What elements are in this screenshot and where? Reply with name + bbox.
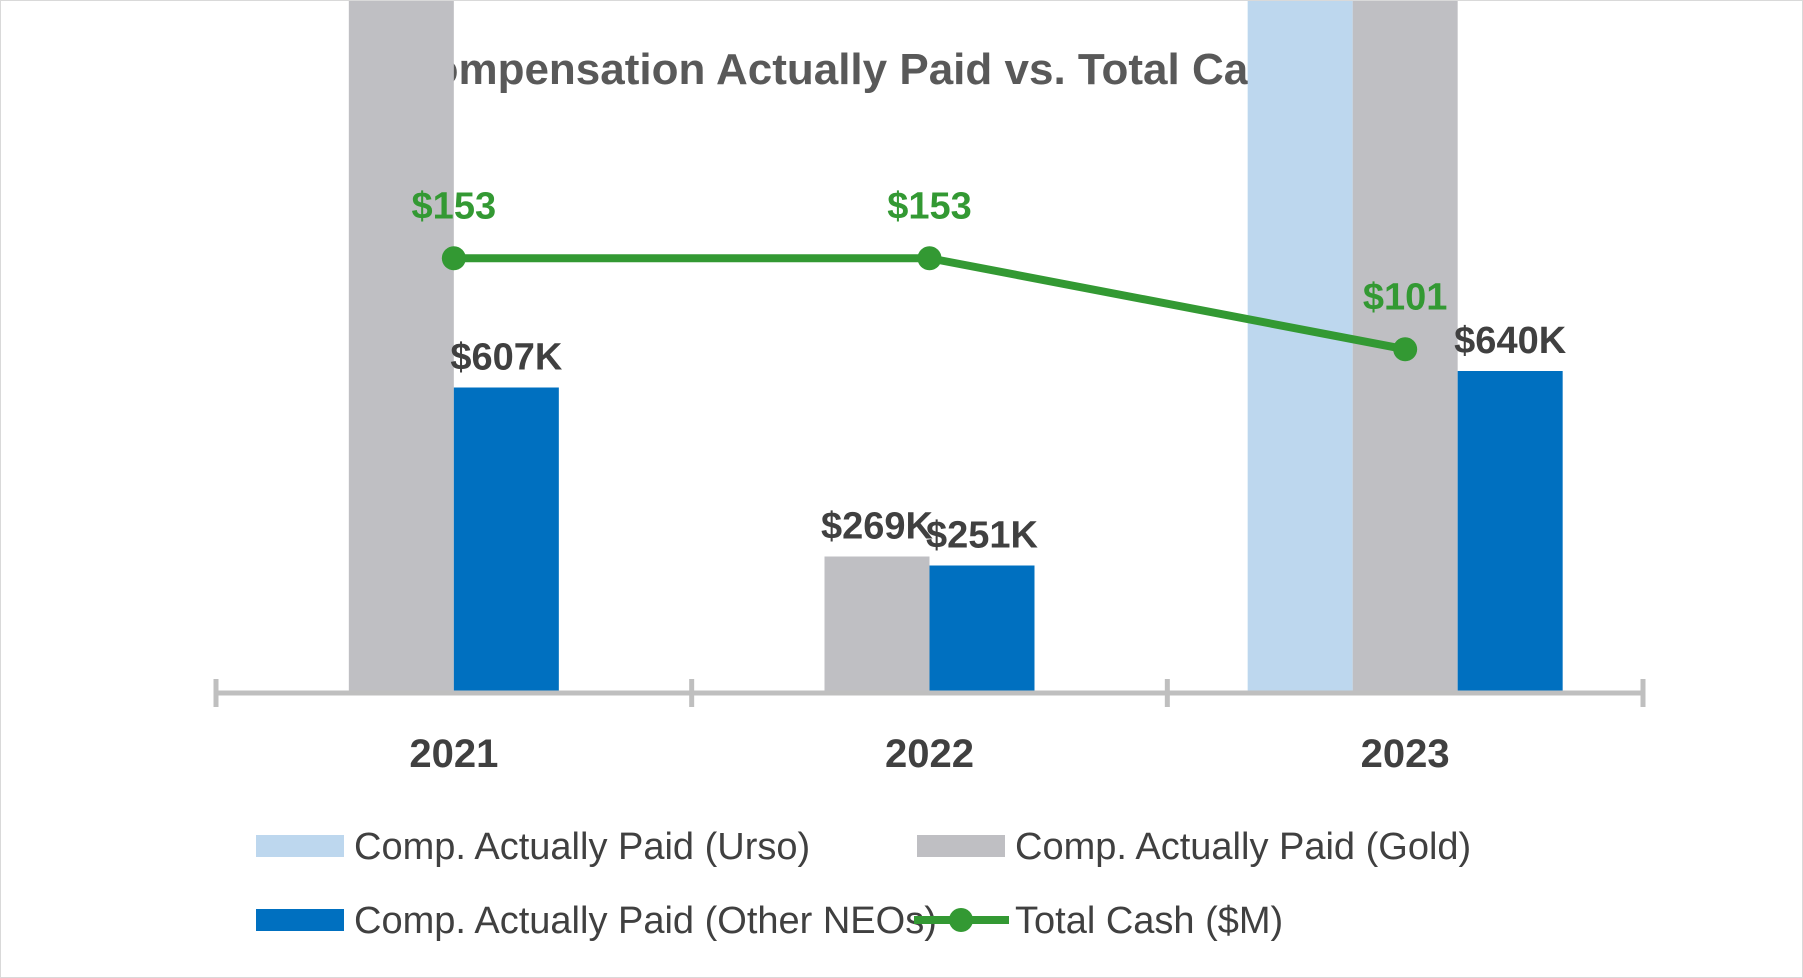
bar-label-comp-actually-paid-other-neos-2022: $251K (926, 515, 1039, 557)
total-cash-point-2023 (1393, 337, 1418, 362)
bar-comp-actually-paid-urso-2023 (1247, 1, 1353, 691)
legend-label-comp-actually-paid-urso: Comp. Actually Paid (Urso) (354, 826, 810, 868)
bar-label-comp-actually-paid-other-neos-2021: $607K (450, 337, 563, 379)
total-cash-label-2022: $153 (887, 185, 972, 227)
legend-swatch-comp-actually-paid-gold (917, 835, 1005, 857)
labels-layer: $1,476K$607K$269K$251K$1,690K$1,854K$640… (412, 185, 1567, 557)
bar-comp-actually-paid-other-neos-2022 (929, 565, 1035, 691)
chart-title: Compensation Actually Paid vs. Total Cas… (400, 45, 1402, 94)
bar-label-comp-actually-paid-gold-2022: $269K (821, 506, 934, 548)
line-layer (441, 246, 1418, 362)
total-cash-label-2023: $101 (1363, 276, 1448, 318)
bar-comp-actually-paid-gold-2021 (348, 1, 454, 691)
total-cash-point-2021 (441, 246, 466, 271)
total-cash-point-2022 (917, 246, 942, 271)
bars-layer (348, 1, 1563, 691)
x-axis: 2021 2022 2023 (213, 679, 1646, 776)
legend-label-total-cash-m: Total Cash ($M) (1015, 900, 1283, 942)
bar-comp-actually-paid-other-neos-2023 (1457, 371, 1563, 691)
bar-label-comp-actually-paid-other-neos-2023: $640K (1454, 320, 1567, 362)
legend-swatch-comp-actually-paid-urso (256, 835, 344, 857)
legend-label-comp-actually-paid-other-neos: Comp. Actually Paid (Other NEOs) (354, 900, 937, 942)
total-cash-label-2021: $153 (412, 185, 497, 227)
legend-label-comp-actually-paid-gold: Comp. Actually Paid (Gold) (1015, 826, 1471, 868)
x-tick-label-2022: 2022 (885, 732, 974, 776)
legend-swatch-marker-total-cash-m (949, 908, 973, 932)
legend: Comp. Actually Paid (Urso) Comp. Actually… (256, 826, 1471, 942)
x-tick-label-2021: 2021 (409, 732, 498, 776)
bar-comp-actually-paid-other-neos-2021 (453, 387, 559, 691)
legend-swatch-comp-actually-paid-other-neos (256, 909, 344, 931)
bar-comp-actually-paid-gold-2022 (824, 556, 930, 691)
x-tick-label-2023: 2023 (1361, 732, 1450, 776)
